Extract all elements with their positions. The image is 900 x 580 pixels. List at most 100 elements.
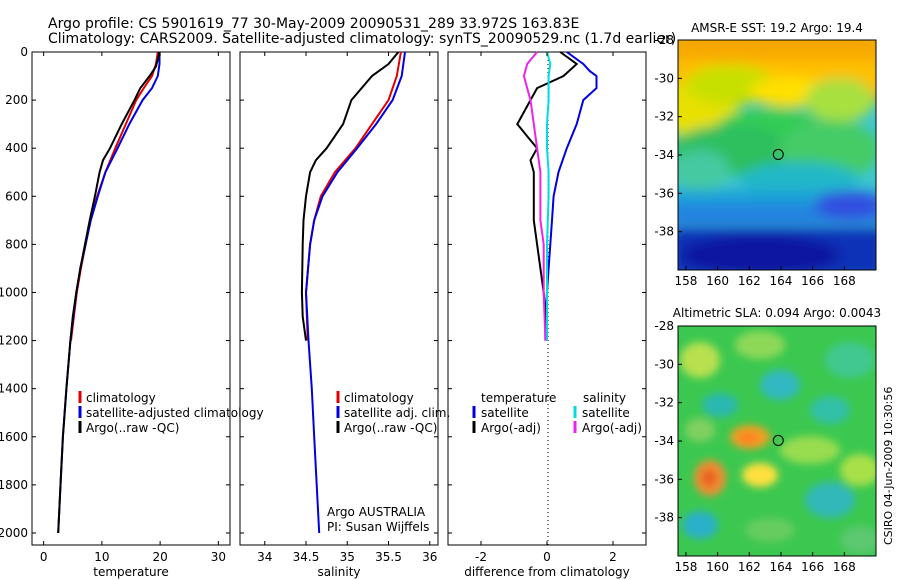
map-x-tick-label: 164 bbox=[770, 274, 793, 288]
difference-ticks: -2 0 2 bbox=[448, 51, 646, 564]
title-line-1: Argo profile: CS 5901619_77 30-May-2009 … bbox=[48, 16, 579, 32]
y-tick-label: 1400 bbox=[0, 382, 28, 396]
map-x-tick-label: 166 bbox=[801, 274, 824, 288]
x-tick-label: 36 bbox=[422, 550, 437, 564]
sla-map-panel: Altimetric SLA: 0.094 Argo: 0.0043 bbox=[654, 306, 881, 574]
series-climatology bbox=[304, 51, 402, 341]
legend-label-climatology: climatology bbox=[86, 391, 156, 405]
y-tick-label: 200 bbox=[5, 93, 28, 107]
sst-map-title: AMSR-E SST: 19.2 Argo: 19.4 bbox=[691, 21, 863, 35]
salinity-series bbox=[300, 51, 406, 534]
map-y-tick-label: -38 bbox=[654, 511, 674, 525]
map-x-tick-label: 160 bbox=[706, 560, 729, 574]
legend-label-sal-argo: Argo(-adj) bbox=[582, 421, 642, 435]
temperature-ticks: 0 10 20 30 0 200 400 600 800 1000 1200 1400 1600 1800… bbox=[0, 45, 230, 564]
legend-label-argo: Argo(..raw -QC) bbox=[344, 421, 437, 435]
legend-label-satellite-adj: satellite adj. clim. bbox=[344, 406, 450, 420]
legend-label-satellite-adjusted: satellite-adjusted climatology bbox=[86, 406, 264, 420]
map-y-tick-label: -32 bbox=[654, 110, 674, 124]
x-tick-label: 35 bbox=[340, 550, 355, 564]
legend-label-sal-satellite: satellite bbox=[582, 406, 630, 420]
x-tick-label: 2 bbox=[609, 550, 617, 564]
series-temperature-argo-adj- bbox=[516, 51, 579, 341]
sst-float-marker bbox=[772, 148, 784, 160]
salinity-legend: climatology satellite adj. clim. Argo(..… bbox=[336, 391, 450, 435]
legend-label-temp-argo: Argo(-adj) bbox=[481, 421, 541, 435]
x-tick-label: 34.5 bbox=[293, 550, 320, 564]
x-tick-label: 0 bbox=[543, 550, 551, 564]
map-x-tick-label: 158 bbox=[674, 274, 697, 288]
x-tick-label: 0 bbox=[40, 550, 48, 564]
legend-label-argo: Argo(..raw -QC) bbox=[86, 421, 179, 435]
x-tick-label: -2 bbox=[475, 550, 487, 564]
series-satellite-adj-clim- bbox=[304, 51, 406, 534]
sst-map-ticks: 158 160 162 164 166 168 -28 -30 -32 -34 -36 -38 bbox=[654, 33, 855, 288]
y-tick-label: 800 bbox=[5, 237, 28, 251]
map-x-tick-label: 164 bbox=[770, 560, 793, 574]
salinity-panel: 34 34.5 35 35.5 36 salinity climatology sate… bbox=[239, 51, 450, 579]
map-y-tick-label: -36 bbox=[654, 186, 674, 200]
legend-label-temp-satellite: satellite bbox=[481, 406, 529, 420]
annotation-pi: PI: Susan Wijffels bbox=[327, 520, 429, 534]
y-tick-label: 0 bbox=[20, 45, 28, 59]
sla-float-marker bbox=[772, 434, 784, 446]
title-line-2: Climatology: CARS2009. Satellite-adjuste… bbox=[48, 31, 676, 47]
temperature-xlabel: temperature bbox=[93, 565, 168, 579]
map-x-tick-label: 166 bbox=[801, 560, 824, 574]
series-argo-raw-qc- bbox=[57, 51, 160, 534]
x-tick-label: 10 bbox=[94, 550, 109, 564]
map-x-tick-label: 162 bbox=[738, 274, 761, 288]
sst-map-field bbox=[678, 40, 876, 270]
x-tick-label: 30 bbox=[211, 550, 226, 564]
y-tick-label: 1600 bbox=[0, 430, 28, 444]
salinity-axes-frame bbox=[239, 51, 439, 546]
temperature-legend: climatology satellite-adjusted climatolo… bbox=[78, 391, 264, 435]
map-x-tick-label: 160 bbox=[706, 274, 729, 288]
series-salinity-satellite bbox=[546, 51, 552, 341]
y-tick-label: 1200 bbox=[0, 334, 28, 348]
series-temperature-satellite bbox=[544, 51, 598, 341]
temperature-panel: 0 10 20 30 0 200 400 600 800 1000 1200 1400 1600 1800… bbox=[0, 45, 264, 579]
map-y-tick-label: -30 bbox=[654, 357, 674, 371]
map-x-tick-label: 168 bbox=[833, 274, 856, 288]
map-y-tick-label: -34 bbox=[654, 434, 674, 448]
difference-xlabel: difference from climatology bbox=[464, 565, 630, 579]
difference-series bbox=[516, 51, 598, 341]
series-argo-raw-qc- bbox=[300, 51, 400, 341]
map-y-tick-label: -28 bbox=[654, 33, 674, 47]
legend-header-salinity: salinity bbox=[583, 391, 626, 405]
map-y-tick-label: -38 bbox=[654, 225, 674, 239]
y-tick-label: 2000 bbox=[0, 526, 28, 540]
temperature-axes-frame bbox=[31, 51, 231, 546]
legend-header-temperature: temperature bbox=[481, 391, 556, 405]
x-tick-label: 35.5 bbox=[375, 550, 402, 564]
y-tick-label: 600 bbox=[5, 189, 28, 203]
x-tick-label: 20 bbox=[152, 550, 167, 564]
map-y-tick-label: -34 bbox=[654, 148, 674, 162]
series-climatology bbox=[70, 51, 159, 341]
temperature-series bbox=[57, 51, 161, 534]
map-y-tick-label: -28 bbox=[654, 319, 674, 333]
x-tick-label: 34 bbox=[257, 550, 272, 564]
map-x-tick-label: 168 bbox=[833, 560, 856, 574]
salinity-ticks: 34 34.5 35 35.5 36 bbox=[240, 51, 438, 564]
sla-map-ticks: 158 160 162 164 166 168 -28 -30 -32 -34 -36 -38 bbox=[654, 319, 855, 574]
map-y-tick-label: -36 bbox=[654, 472, 674, 486]
y-tick-label: 400 bbox=[5, 141, 28, 155]
map-x-tick-label: 162 bbox=[738, 560, 761, 574]
footer-timestamp: CSIRO 04-Jun-2009 10:30:56 bbox=[882, 387, 895, 545]
map-y-tick-label: -30 bbox=[654, 71, 674, 85]
series-salinity-argo-adj- bbox=[522, 51, 547, 341]
legend-label-climatology: climatology bbox=[344, 391, 414, 405]
map-x-tick-label: 158 bbox=[674, 560, 697, 574]
map-y-tick-label: -32 bbox=[654, 396, 674, 410]
series-satellite-adjusted-climatology bbox=[57, 52, 161, 534]
salinity-xlabel: salinity bbox=[317, 565, 360, 579]
y-tick-label: 1800 bbox=[0, 478, 28, 492]
difference-panel: -2 0 2 difference from climatology tempera… bbox=[447, 51, 647, 579]
sst-map-panel: AMSR-E SST: 19.2 Argo: 19.4 bbox=[654, 21, 877, 288]
y-tick-label: 1000 bbox=[0, 285, 28, 299]
sla-map-title: Altimetric SLA: 0.094 Argo: 0.0043 bbox=[673, 306, 881, 320]
annotation-argo-australia: Argo AUSTRALIA bbox=[327, 505, 426, 519]
